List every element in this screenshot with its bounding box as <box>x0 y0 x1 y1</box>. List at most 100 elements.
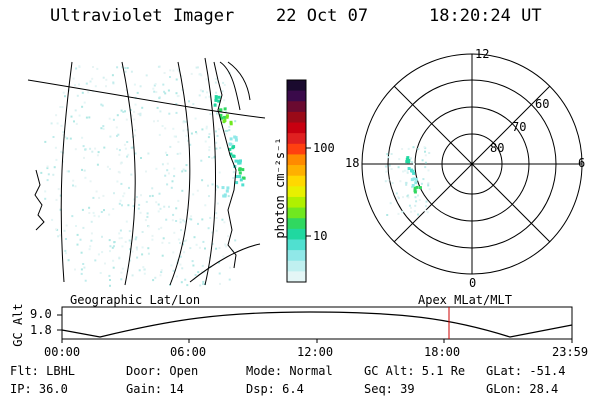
emission-dot <box>227 195 230 198</box>
emission-dot <box>170 264 173 267</box>
emission-dot <box>192 103 195 106</box>
timeline-x-tick-1200: 12:00 <box>297 345 334 359</box>
emission-dot <box>172 127 175 130</box>
emission-dot <box>185 164 188 167</box>
emission-dot <box>126 67 129 69</box>
emission-dot <box>136 91 139 94</box>
emission-dot <box>414 204 417 207</box>
emission-dot <box>208 156 211 158</box>
emission-dot <box>156 106 159 109</box>
emission-dot <box>168 242 171 244</box>
meridian-line <box>60 61 73 283</box>
emission-dot <box>147 152 150 155</box>
emission-dot <box>54 146 57 149</box>
emission-dot <box>149 195 151 198</box>
polar-plot <box>361 53 583 275</box>
mode-readout: Mode: Normal <box>246 364 333 378</box>
emission-dot <box>407 147 410 150</box>
emission-dot <box>208 133 211 136</box>
emission-dot <box>198 246 201 249</box>
emission-dot <box>201 264 204 267</box>
colorbar-band <box>287 207 306 219</box>
emission-dot <box>53 166 56 169</box>
emission-dot <box>232 171 235 174</box>
emission-dot <box>220 116 224 120</box>
emission-dot <box>83 156 85 159</box>
emission-dot <box>74 185 77 188</box>
emission-dot <box>122 111 125 113</box>
emission-dot <box>123 143 126 146</box>
emission-dot <box>152 87 155 90</box>
colorbar-band <box>287 175 306 187</box>
emission-dot <box>157 65 160 68</box>
emission-dot <box>198 94 201 97</box>
emission-dot <box>201 90 204 93</box>
emission-dot <box>221 218 224 221</box>
colorbar-band <box>287 154 306 166</box>
emission-dot <box>154 83 157 86</box>
emission-dot <box>112 81 115 84</box>
polar-label-12: 12 <box>475 47 490 61</box>
emission-dot <box>182 219 185 222</box>
polar-label-0: 0 <box>469 276 477 290</box>
emission-dot <box>76 94 79 97</box>
emission-dot <box>93 214 96 217</box>
emission-dot <box>170 186 173 189</box>
emission-dot <box>215 229 218 232</box>
emission-dot <box>121 204 123 207</box>
emission-dot <box>80 272 83 275</box>
emission-dot <box>208 95 211 98</box>
emission-dot <box>197 222 199 225</box>
emission-dot <box>403 169 406 172</box>
emission-dot <box>215 147 218 150</box>
emission-dot <box>161 125 164 127</box>
emission-dot <box>51 218 54 221</box>
emission-dot <box>415 200 418 203</box>
latitude-line <box>189 243 261 283</box>
emission-dot <box>406 156 410 160</box>
emission-dot <box>175 207 178 210</box>
emission-dot <box>133 110 136 113</box>
emission-dot <box>118 237 121 240</box>
emission-dot <box>424 166 427 169</box>
emission-dot <box>424 154 427 157</box>
emission-dot <box>136 256 139 259</box>
emission-dot <box>40 171 43 174</box>
emission-dot <box>120 271 123 274</box>
observation-date: 22 Oct 07 <box>276 6 369 26</box>
emission-dot <box>175 275 178 278</box>
emission-dot <box>57 188 60 191</box>
emission-dot <box>201 218 204 221</box>
emission-dot <box>88 212 91 214</box>
emission-dot <box>229 137 233 141</box>
emission-dot <box>406 171 409 174</box>
emission-dot <box>138 203 141 206</box>
emission-dot <box>163 205 166 208</box>
colorbar-band <box>287 80 306 92</box>
emission-dot <box>81 168 83 171</box>
emission-dot <box>103 146 106 149</box>
emission-dot <box>414 181 418 185</box>
emission-dot <box>390 153 393 155</box>
emission-dot <box>239 159 242 163</box>
emission-dot <box>116 147 118 150</box>
emission-dot <box>44 140 47 143</box>
emission-dot <box>217 99 221 103</box>
seq-readout: Seq: 39 <box>364 382 415 396</box>
coastline <box>227 61 251 101</box>
emission-dot <box>427 184 430 187</box>
emission-dot <box>125 220 128 223</box>
emission-dot <box>153 84 156 87</box>
emission-dot <box>215 91 218 94</box>
emission-dot <box>224 243 227 246</box>
emission-dot <box>200 74 203 77</box>
emission-dot <box>202 240 205 243</box>
emission-dot <box>221 90 224 93</box>
emission-dot <box>101 235 103 238</box>
colorbar-band <box>287 90 306 102</box>
emission-dot <box>126 141 129 143</box>
colorbar-band <box>287 228 306 240</box>
emission-dot <box>153 90 156 93</box>
emission-dot <box>65 238 67 240</box>
emission-dot <box>161 163 164 166</box>
